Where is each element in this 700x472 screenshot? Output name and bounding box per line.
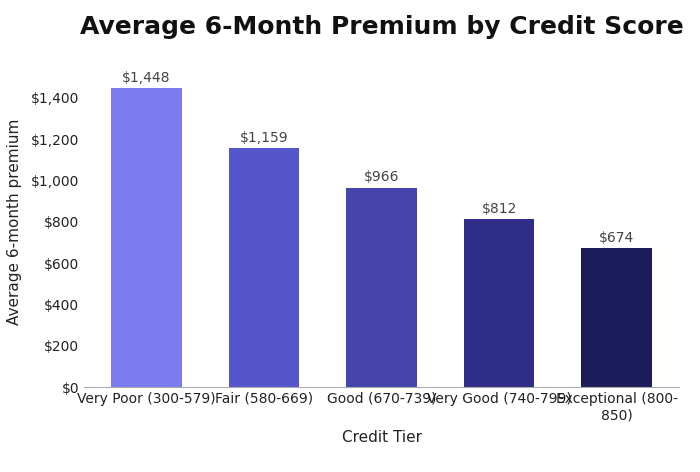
Text: $1,159: $1,159 (239, 131, 288, 144)
Bar (464, 219, 534, 387)
Text: $966: $966 (364, 170, 399, 185)
Text: $674: $674 (599, 231, 634, 245)
Text: $1,448: $1,448 (122, 71, 171, 85)
X-axis label: Credit Tier: Credit Tier (342, 430, 421, 446)
Bar (582, 248, 652, 387)
Text: $812: $812 (482, 202, 517, 216)
Title: Average 6-Month Premium by Credit Score: Average 6-Month Premium by Credit Score (80, 16, 683, 40)
Bar (111, 88, 181, 387)
Y-axis label: Average 6-month premium: Average 6-month premium (8, 118, 22, 325)
Bar (346, 187, 416, 387)
Bar (229, 148, 299, 387)
